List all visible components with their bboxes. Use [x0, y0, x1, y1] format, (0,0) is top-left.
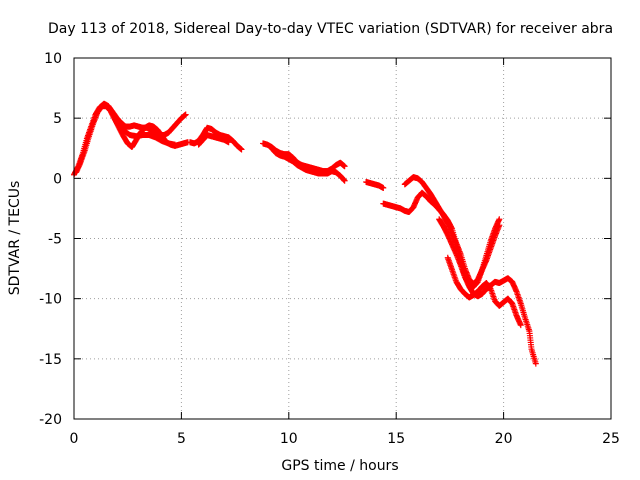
data-points [71, 100, 539, 367]
series-mid-b [195, 132, 232, 148]
x-tick-label: 20 [495, 431, 513, 447]
data-point [341, 163, 348, 170]
y-tick-label: -20 [39, 412, 62, 428]
y-tick-label: -15 [39, 352, 62, 368]
x-tick-label: 0 [70, 431, 79, 447]
y-tick-label: 5 [53, 111, 62, 127]
data-point [532, 360, 539, 367]
data-point [182, 111, 189, 118]
y-tick-label: 0 [53, 171, 62, 187]
grid [74, 58, 611, 419]
y-tick-label: 10 [44, 51, 62, 67]
series-evening-b [380, 189, 503, 290]
x-tick-label: 15 [387, 431, 405, 447]
x-axis-label: GPS time / hours [281, 458, 398, 474]
data-point [496, 216, 503, 223]
x-tick-label: 10 [280, 431, 298, 447]
x-tick-label: 5 [177, 431, 186, 447]
series-day-b [268, 145, 348, 184]
data-point [341, 177, 348, 184]
series-early-c [113, 117, 178, 148]
chart-title: Day 113 of 2018, Sidereal Day-to-day VTE… [48, 21, 613, 37]
data-point [238, 146, 245, 153]
data-point [225, 139, 232, 146]
axis-ticks: 0 5 10 15 20 25 -20 -15 -10 -5 0 5 10 [39, 51, 620, 447]
data-point [171, 141, 178, 148]
series-early-b [73, 103, 191, 176]
y-tick-label: -5 [48, 232, 62, 248]
data-point [496, 222, 503, 229]
series-mid-a [186, 124, 245, 153]
y-tick-label: -10 [39, 292, 62, 308]
series-evening-a [363, 178, 387, 191]
data-point [380, 184, 387, 191]
x-tick-label: 25 [602, 431, 620, 447]
series-late-a [436, 216, 539, 367]
series-late-b [444, 254, 524, 329]
data-point [517, 322, 524, 329]
y-axis-label: SDTVAR / TECUs [7, 181, 23, 296]
